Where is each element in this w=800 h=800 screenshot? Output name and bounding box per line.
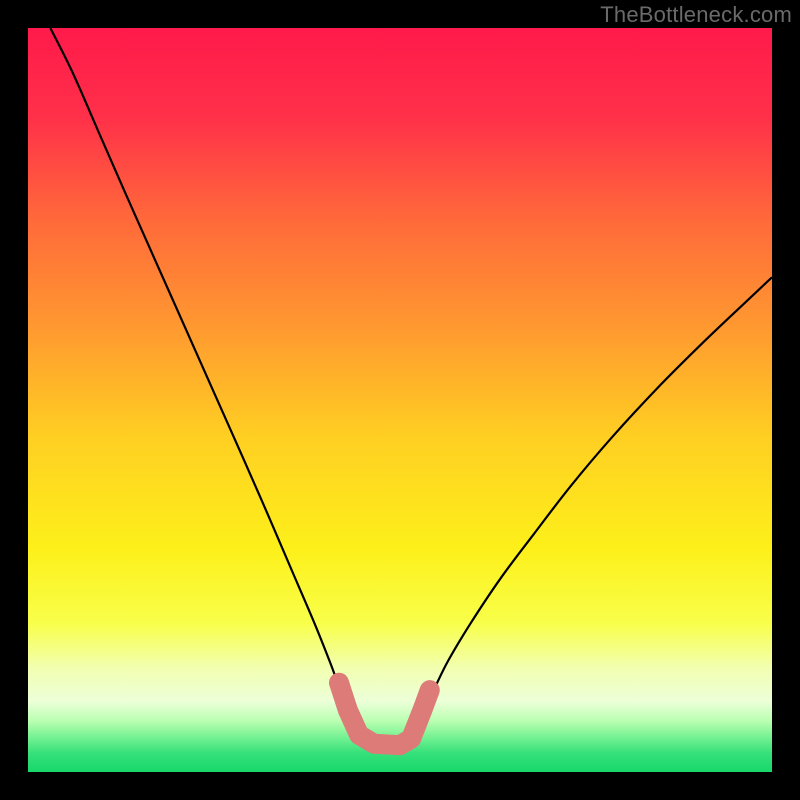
bottom-marker [339, 683, 430, 746]
chart-svg [28, 28, 772, 772]
plot-area [28, 28, 772, 772]
watermark-text: TheBottleneck.com [600, 2, 792, 28]
right-curve [422, 277, 772, 710]
left-curve [50, 28, 348, 710]
gradient-background [28, 28, 772, 772]
